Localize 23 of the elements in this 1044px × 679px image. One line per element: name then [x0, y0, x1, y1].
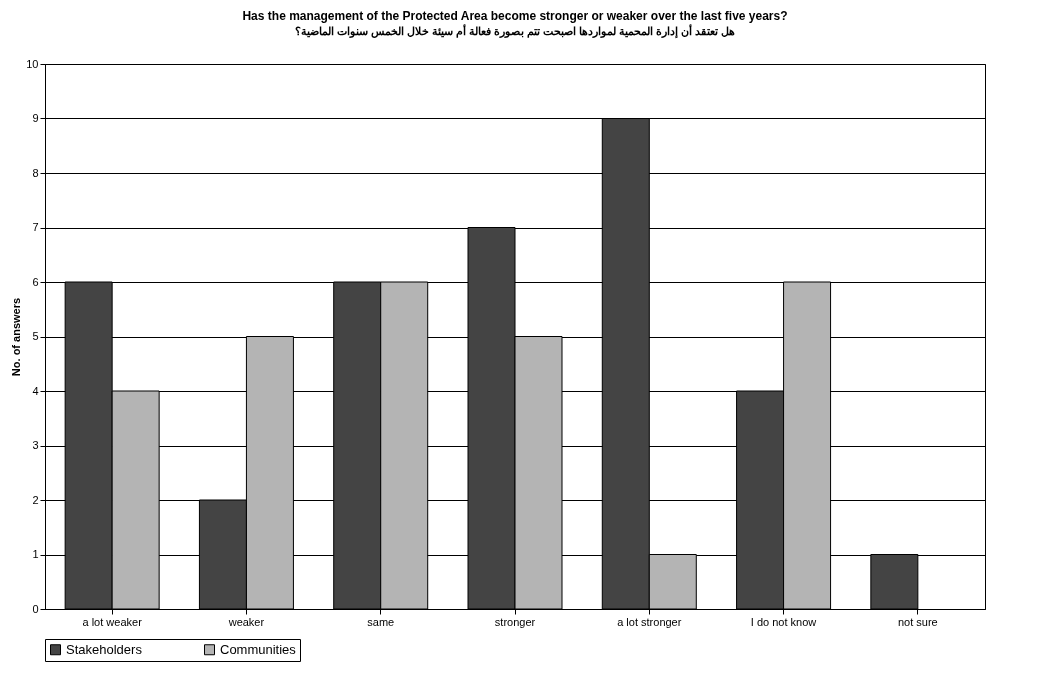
chart-subtitle: هل تعتقد أن إدارة المحمية لمواردها اصبحت تتم بصورة فعالة أم سيئة خلال الخمس سنوات الماضية؟ [294, 24, 736, 39]
x-tick-label: stronger [494, 615, 536, 628]
legend-label: Stakeholders [66, 641, 143, 657]
y-tick-label: 5 [32, 330, 39, 342]
x-tick-label: same [367, 615, 395, 628]
chart-title: Has the management of the Protected Area become stronger or weaker over the last five years? [242, 9, 788, 23]
y-tick-label: 10 [26, 57, 39, 70]
y-axis-title: No. of answers [10, 297, 23, 377]
y-tick-label: 0 [32, 602, 39, 615]
y-tick-label: 2 [32, 493, 39, 506]
y-tick-label: 6 [32, 275, 39, 288]
legend-label: Communities [220, 641, 297, 657]
y-tick-label: 1 [32, 548, 39, 560]
y-tick-label: 4 [32, 384, 39, 397]
x-tick-label: a lot stronger [617, 615, 682, 628]
x-tick-label: a lot weaker [82, 615, 143, 628]
y-tick-label: 9 [32, 112, 39, 124]
y-tick-label: 7 [32, 221, 39, 233]
x-tick-label: weaker [227, 615, 265, 628]
x-tick-label: not sure [897, 615, 938, 628]
y-tick-label: 8 [32, 166, 39, 179]
y-tick-label: 3 [32, 439, 39, 451]
x-tick-label: I do not know [750, 615, 817, 628]
